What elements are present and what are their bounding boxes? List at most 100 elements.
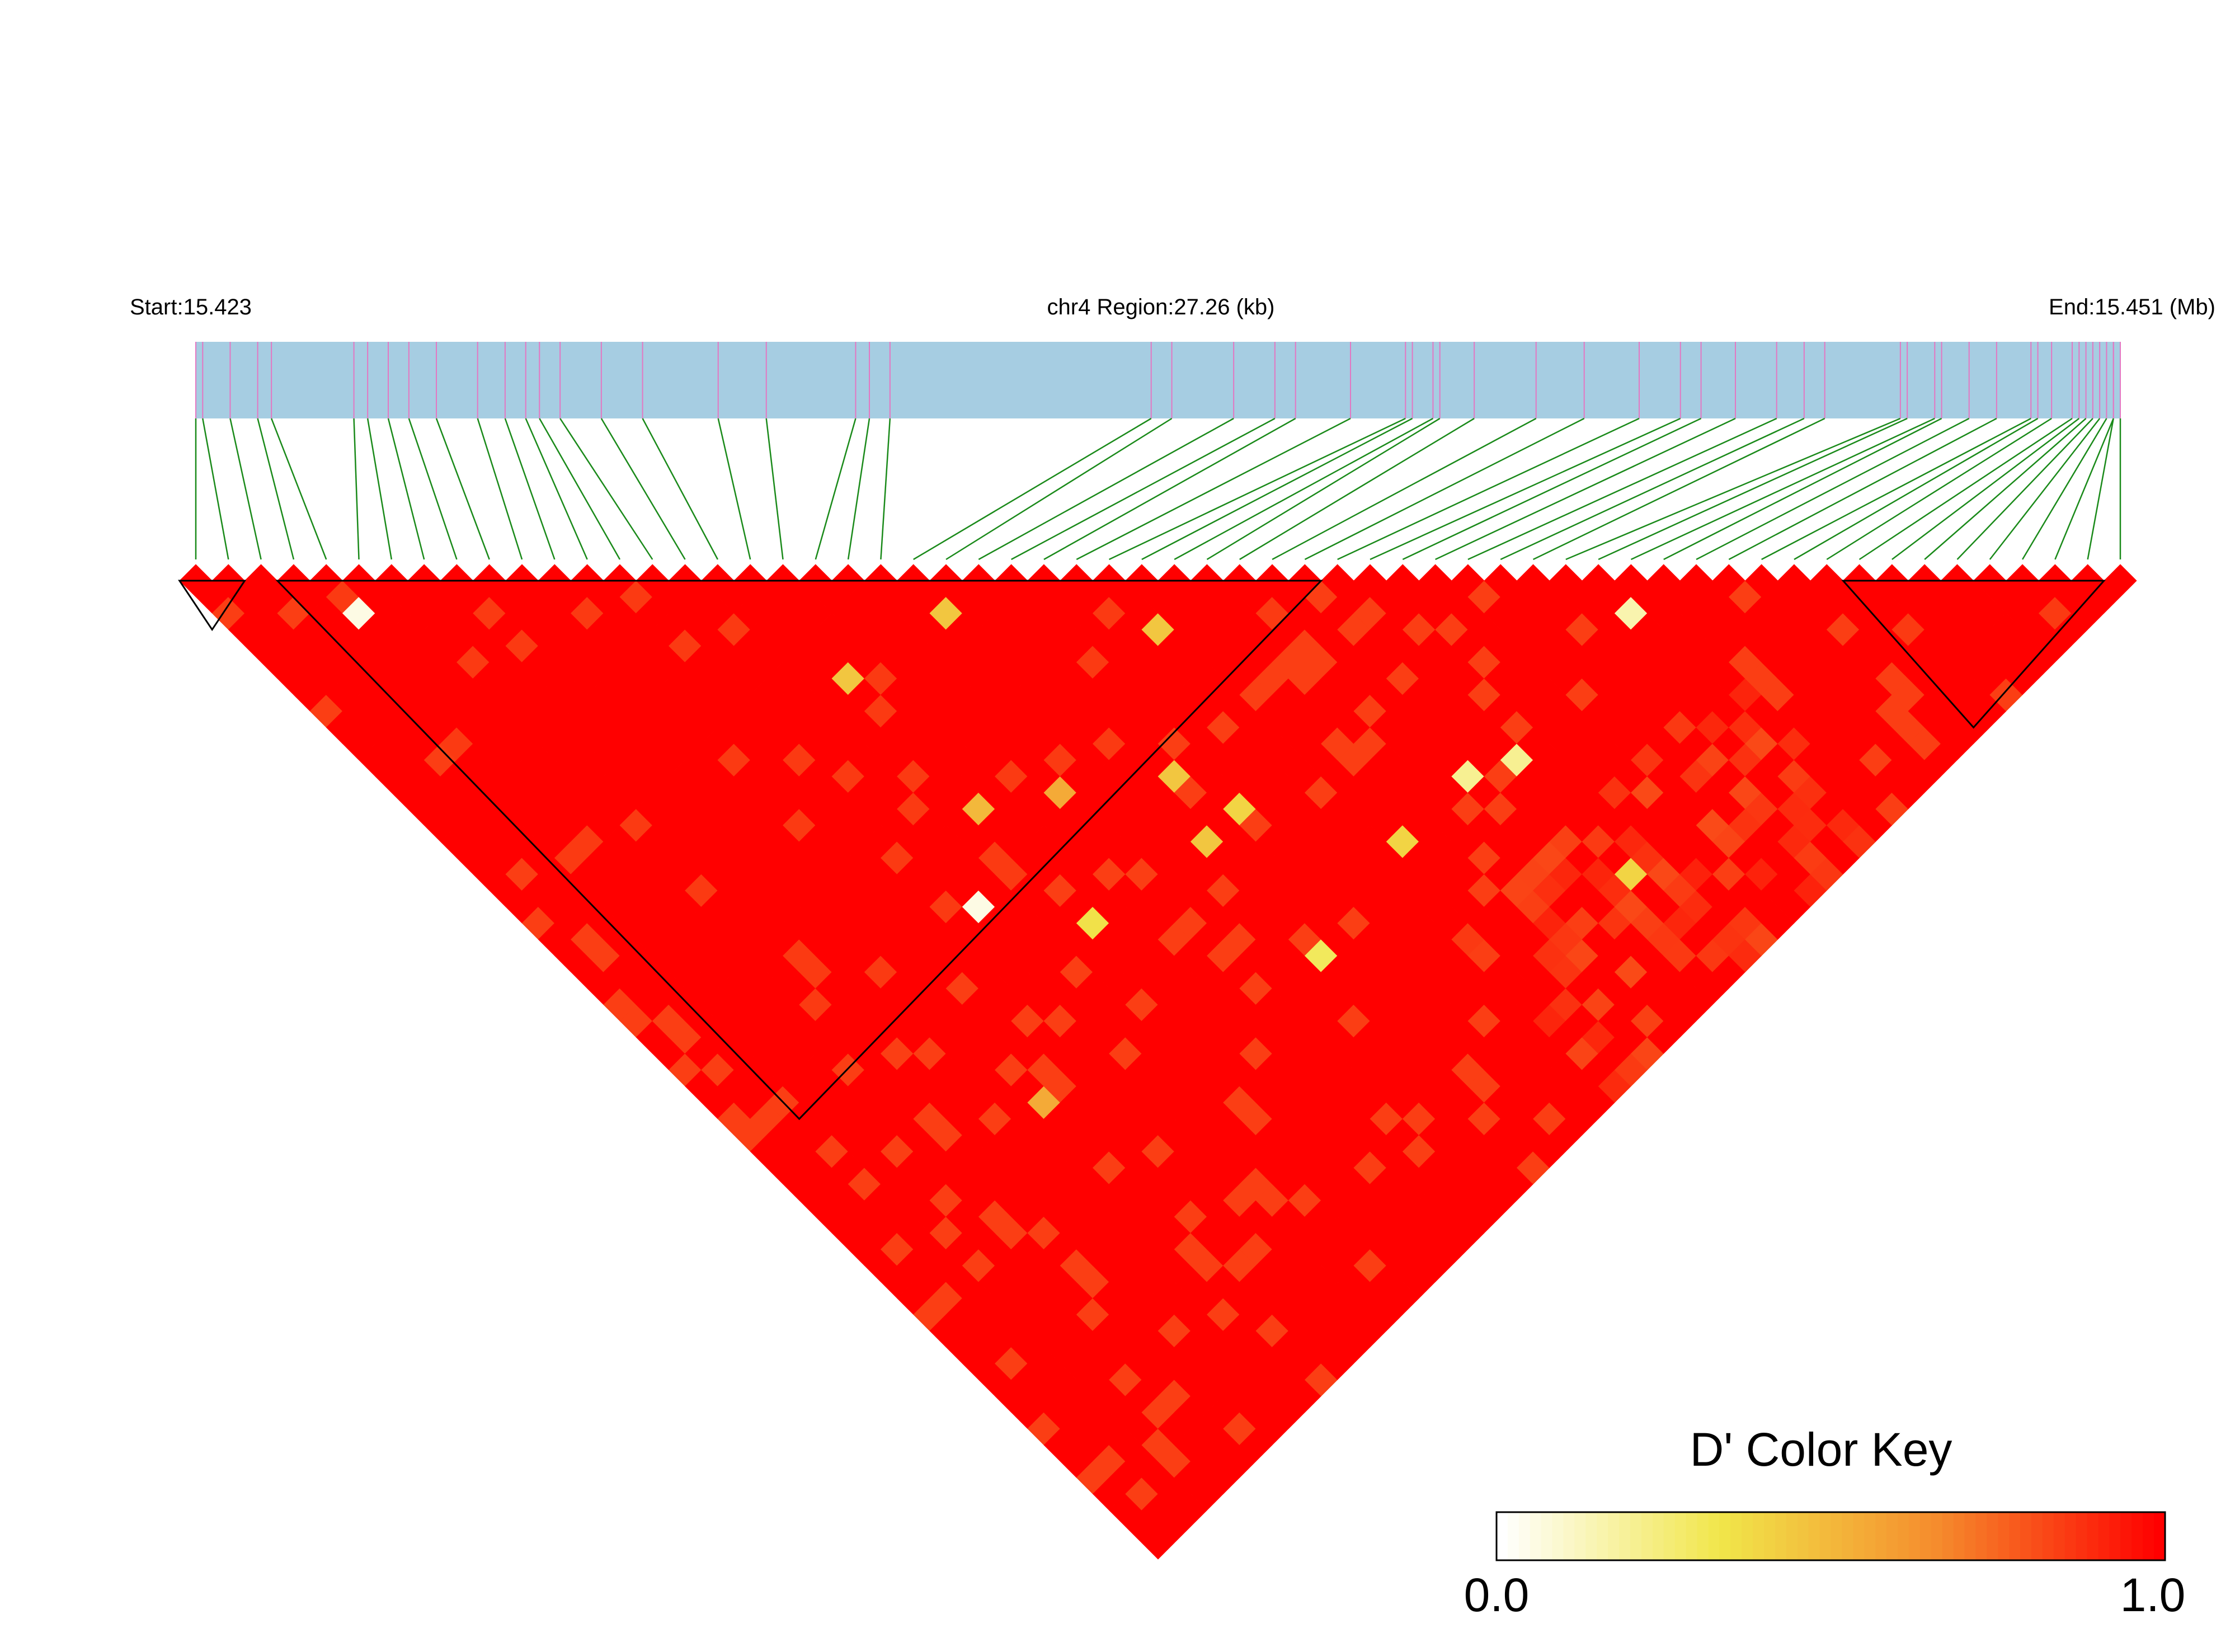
- snp-connector: [1337, 417, 1640, 561]
- snp-connector: [2054, 418, 2114, 560]
- snp-connector: [1304, 417, 1585, 561]
- color-key-segment: [2098, 1512, 2110, 1560]
- snp-connector: [1924, 418, 2087, 560]
- snp-connector: [1956, 418, 2093, 560]
- color-key-min-label: 0.0: [1464, 1569, 1530, 1621]
- haplotype-block: [1841, 580, 2106, 729]
- color-key-segment: [2020, 1512, 2032, 1560]
- snp-connector: [202, 418, 229, 560]
- snp-connector: [1696, 417, 1970, 561]
- color-key-segment: [1853, 1512, 1865, 1560]
- snp-tick-marks: [195, 342, 2121, 418]
- snp-connector: [1109, 417, 1406, 561]
- color-key-segment: [1898, 1512, 1909, 1560]
- color-key-segment: [2009, 1512, 2021, 1560]
- snp-connector: [1467, 417, 1777, 561]
- snp-connector: [880, 418, 891, 560]
- color-key-segment: [1975, 1512, 1988, 1560]
- color-key-segment: [1663, 1512, 1676, 1560]
- color-key-segment: [1919, 1512, 1932, 1560]
- haplotype-block: [275, 580, 1324, 1121]
- color-key-segment: [2154, 1512, 2166, 1560]
- color-key-segment: [1819, 1512, 1832, 1560]
- snp-connector: [1239, 417, 1475, 561]
- snp-connector: [1500, 417, 1805, 561]
- color-key: D' Color Key 0.0 1.0: [1464, 1423, 2186, 1621]
- snp-connector: [1794, 417, 2039, 561]
- color-key-segment: [2109, 1512, 2121, 1560]
- color-key-border: [1495, 1511, 2166, 1561]
- snp-connector: [717, 418, 751, 560]
- snp-connector: [2087, 418, 2114, 560]
- snp-connector: [353, 418, 360, 560]
- snp-connector: [559, 418, 653, 560]
- snp-connector: [815, 418, 857, 560]
- snp-connector: [1663, 417, 1942, 561]
- snp-connector: [1272, 417, 1537, 561]
- color-key-segment: [1641, 1512, 1653, 1560]
- snp-connector: [504, 418, 556, 560]
- snp-connector: [1206, 417, 1441, 561]
- color-key-segment: [1775, 1512, 1787, 1560]
- color-key-segment: [1964, 1512, 1977, 1560]
- snp-connector: [1826, 417, 2052, 561]
- snp-connector: [1630, 417, 1935, 561]
- color-key-segment: [1842, 1512, 1854, 1560]
- color-key-segment: [1697, 1512, 1709, 1560]
- color-key-segment: [1875, 1512, 1888, 1560]
- color-key-segment: [1931, 1512, 1943, 1560]
- snp-connector: [539, 418, 621, 560]
- color-key-segment: [1563, 1512, 1575, 1560]
- snp-connector: [1076, 417, 1351, 561]
- color-key-segment: [2076, 1512, 2088, 1560]
- color-key-segment: [1708, 1512, 1720, 1560]
- color-key-bar: [1497, 1512, 2166, 1560]
- color-key-segment: [1908, 1512, 1921, 1560]
- snp-connector: [435, 418, 490, 560]
- color-key-segment: [1585, 1512, 1598, 1560]
- snp-connector: [1858, 417, 2073, 561]
- snp-connector: [477, 418, 523, 560]
- color-key-segment: [1786, 1512, 1798, 1560]
- color-key-segment: [2064, 1512, 2077, 1560]
- color-key-segment: [1719, 1512, 1731, 1560]
- color-key-segment: [1808, 1512, 1820, 1560]
- haplotype-block-outlines: [178, 580, 2106, 1121]
- snp-connector: [1174, 417, 1434, 561]
- snp-connector: [257, 418, 295, 560]
- color-key-segment: [1530, 1512, 1542, 1560]
- color-key-segment: [2143, 1512, 2155, 1560]
- snp-connector: [978, 417, 1234, 561]
- snp-connector: [945, 417, 1173, 561]
- color-key-segment: [1574, 1512, 1587, 1560]
- color-key-segment: [2087, 1512, 2099, 1560]
- color-key-segment: [1742, 1512, 1754, 1560]
- snp-connector: [1989, 418, 2101, 560]
- color-key-segment: [1541, 1512, 1553, 1560]
- snp-connector: [765, 418, 784, 560]
- ld-diagonal-cell: [2104, 564, 2137, 597]
- snp-connector: [1043, 417, 1296, 561]
- color-key-segment: [2031, 1512, 2043, 1560]
- color-key-segment: [1797, 1512, 1809, 1560]
- snp-connector: [366, 418, 393, 560]
- color-key-segment: [1608, 1512, 1620, 1560]
- snp-connector: [229, 418, 262, 560]
- color-key-segment: [1518, 1512, 1531, 1560]
- color-key-segment: [1953, 1512, 1965, 1560]
- snp-connector: [387, 418, 425, 560]
- snp-connector: [1402, 417, 1702, 561]
- color-key-title: D' Color Key: [1690, 1423, 1952, 1476]
- color-key-segment: [1630, 1512, 1642, 1560]
- color-key-segment: [1674, 1512, 1687, 1560]
- snp-position-track: [196, 342, 2120, 418]
- color-key-segment: [1686, 1512, 1698, 1560]
- color-key-segment: [2042, 1512, 2054, 1560]
- color-key-segment: [1597, 1512, 1609, 1560]
- snp-connector: [1598, 417, 1908, 561]
- snp-connector: [913, 417, 1152, 561]
- snp-connector: [847, 418, 871, 560]
- snp-connector-lines: [195, 417, 2121, 561]
- color-key-segment: [1864, 1512, 1876, 1560]
